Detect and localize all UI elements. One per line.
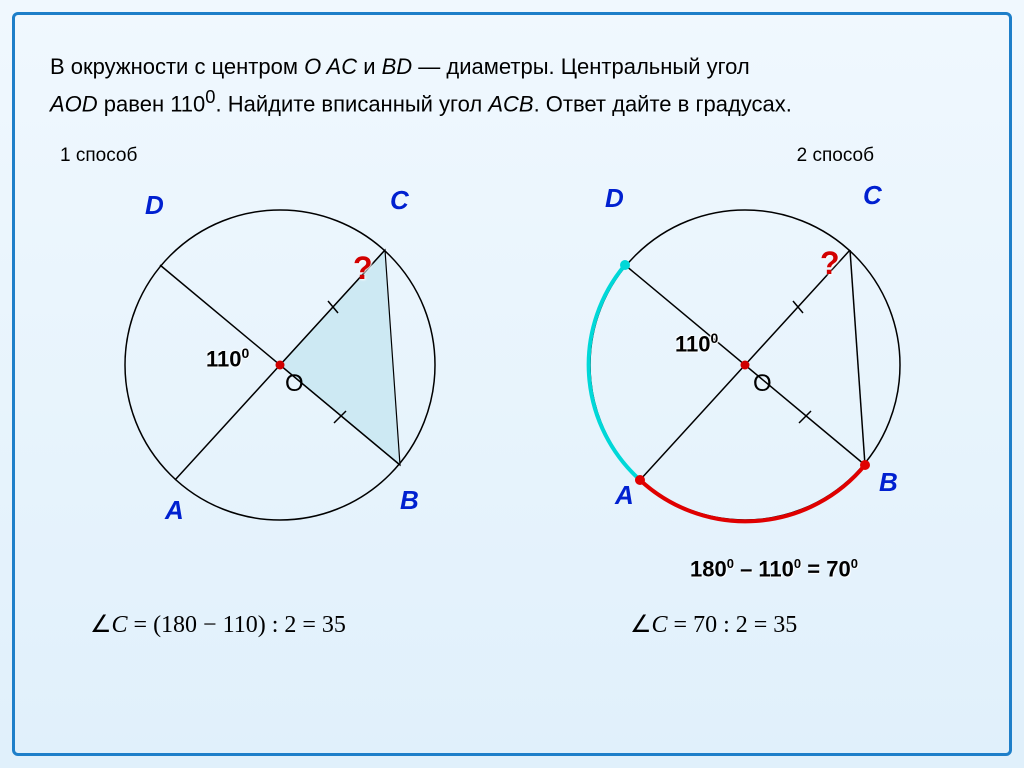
label-A: A — [615, 480, 634, 511]
label-B: B — [400, 485, 419, 516]
formula-1: ∠C = (180 − 110) : 2 = 35 — [90, 610, 346, 639]
angle-110: 1100 — [675, 330, 718, 357]
question-mark: ? — [353, 250, 373, 287]
question-mark: ? — [820, 245, 840, 282]
label-D: D — [605, 183, 624, 214]
formula-2: ∠C = 70 : 2 = 35 — [630, 610, 797, 639]
angle-110: 1100 — [206, 345, 249, 372]
method-2-label: 2 способ — [797, 145, 874, 167]
diagram-2: D C A B O 1100 ? — [555, 175, 935, 555]
label-A: A — [165, 495, 184, 526]
label-O: O — [285, 370, 304, 398]
method-1-label: 1 способ — [60, 145, 137, 167]
arc-equation: 1800 – 1100 = 700 — [690, 556, 858, 582]
problem-statement: В окружности с центром O AC и BD — диаме… — [50, 50, 974, 120]
label-D: D — [145, 190, 164, 221]
label-C: C — [390, 185, 409, 216]
label-C: C — [863, 180, 882, 211]
label-B: B — [879, 467, 898, 498]
diagram-1: D C A B O 1100 ? — [90, 175, 470, 555]
label-O: O — [753, 370, 772, 398]
